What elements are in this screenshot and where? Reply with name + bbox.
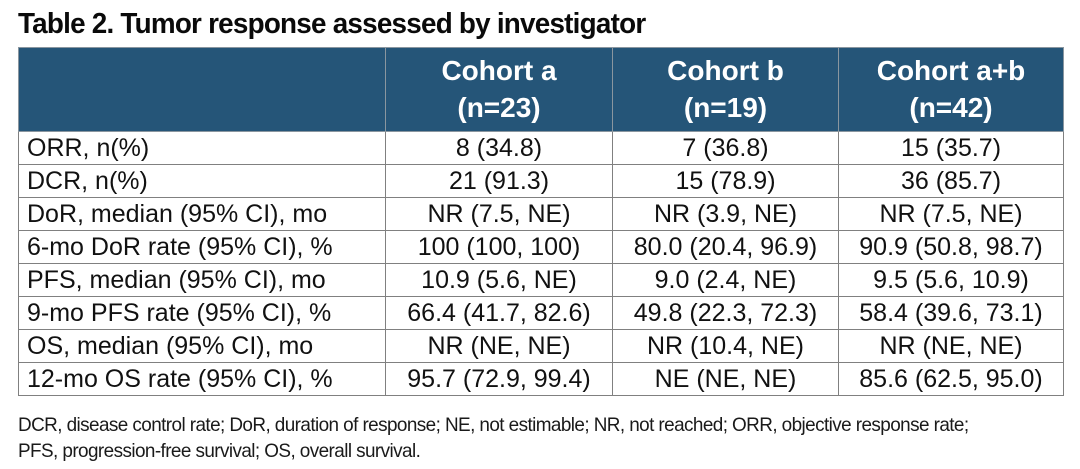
header-cohort-a: Cohort a (n=23) (385, 47, 613, 132)
cell-value: 85.6 (62.5, 95.0) (838, 362, 1064, 396)
row-label: PFS, median (95% CI), mo (18, 263, 386, 297)
cell-value: 95.7 (72.9, 99.4) (385, 362, 613, 396)
table-row-os-rate: 12-mo OS rate (95% CI), % 95.7 (72.9, 99… (18, 362, 1064, 396)
header-cohort-ab-n: (n=42) (909, 91, 993, 123)
header-empty-cell (18, 47, 386, 132)
row-label: DCR, n(%) (18, 164, 386, 198)
table-row-os-median: OS, median (95% CI), mo NR (NE, NE) NR (… (18, 329, 1064, 363)
table-title: Table 2. Tumor response assessed by inve… (18, 8, 646, 40)
row-label: OS, median (95% CI), mo (18, 329, 386, 363)
cell-value: 100 (100, 100) (385, 230, 613, 264)
cell-value: NR (7.5, NE) (385, 197, 613, 231)
footnote-line-1: DCR, disease control rate; DoR, duration… (18, 414, 969, 436)
cell-value: 58.4 (39.6, 73.1) (838, 296, 1064, 330)
row-label: 6-mo DoR rate (95% CI), % (18, 230, 386, 264)
cell-value: 21 (91.3) (385, 164, 613, 198)
cell-value: 49.8 (22.3, 72.3) (612, 296, 839, 330)
row-label: 12-mo OS rate (95% CI), % (18, 362, 386, 396)
table-row-pfs-median: PFS, median (95% CI), mo 10.9 (5.6, NE) … (18, 263, 1064, 297)
row-label: DoR, median (95% CI), mo (18, 197, 386, 231)
footnote-line-2: PFS, progression-free survival; OS, over… (18, 440, 421, 463)
header-cohort-a-label: Cohort a (441, 55, 557, 87)
table-row-dor-rate: 6-mo DoR rate (95% CI), % 100 (100, 100)… (18, 230, 1064, 264)
cell-value: NR (10.4, NE) (612, 329, 839, 363)
cell-value: NR (3.9, NE) (612, 197, 839, 231)
header-cohort-a-n: (n=23) (457, 91, 541, 123)
header-cohort-ab-label: Cohort a+b (876, 55, 1026, 87)
cell-value: 90.9 (50.8, 98.7) (838, 230, 1064, 264)
row-label: ORR, n(%) (18, 131, 386, 165)
table-row-dcr: DCR, n(%) 21 (91.3) 15 (78.9) 36 (85.7) (18, 164, 1064, 198)
header-cohort-b-label: Cohort b (667, 55, 784, 87)
cell-value: NR (NE, NE) (838, 329, 1064, 363)
cell-value: 15 (78.9) (612, 164, 839, 198)
cell-value: 80.0 (20.4, 96.9) (612, 230, 839, 264)
cell-value: 7 (36.8) (612, 131, 839, 165)
header-cohort-b: Cohort b (n=19) (612, 47, 839, 132)
cell-value: 9.5 (5.6, 10.9) (838, 263, 1064, 297)
header-cohort-b-n: (n=19) (683, 91, 768, 123)
cell-value: NE (NE, NE) (612, 362, 839, 396)
row-label: 9-mo PFS rate (95% CI), % (18, 296, 386, 330)
cell-value: 10.9 (5.6, NE) (385, 263, 613, 297)
cell-value: 9.0 (2.4, NE) (612, 263, 839, 297)
cell-value: NR (7.5, NE) (838, 197, 1064, 231)
table-header-row: Cohort a (n=23) Cohort b (n=19) Cohort a… (18, 47, 1064, 132)
table-row-orr: ORR, n(%) 8 (34.8) 7 (36.8) 15 (35.7) (18, 131, 1064, 165)
table-row-pfs-rate: 9-mo PFS rate (95% CI), % 66.4 (41.7, 82… (18, 296, 1064, 330)
cell-value: NR (NE, NE) (385, 329, 613, 363)
table-row-dor-median: DoR, median (95% CI), mo NR (7.5, NE) NR… (18, 197, 1064, 231)
header-cohort-ab: Cohort a+b (n=42) (838, 47, 1064, 132)
cell-value: 15 (35.7) (838, 131, 1064, 165)
tumor-response-table: Cohort a (n=23) Cohort b (n=19) Cohort a… (18, 47, 1064, 396)
abbreviations-footnote: DCR, disease control rate; DoR, duration… (18, 412, 1037, 465)
cell-value: 8 (34.8) (385, 131, 613, 165)
cell-value: 36 (85.7) (838, 164, 1064, 198)
cell-value: 66.4 (41.7, 82.6) (385, 296, 613, 330)
